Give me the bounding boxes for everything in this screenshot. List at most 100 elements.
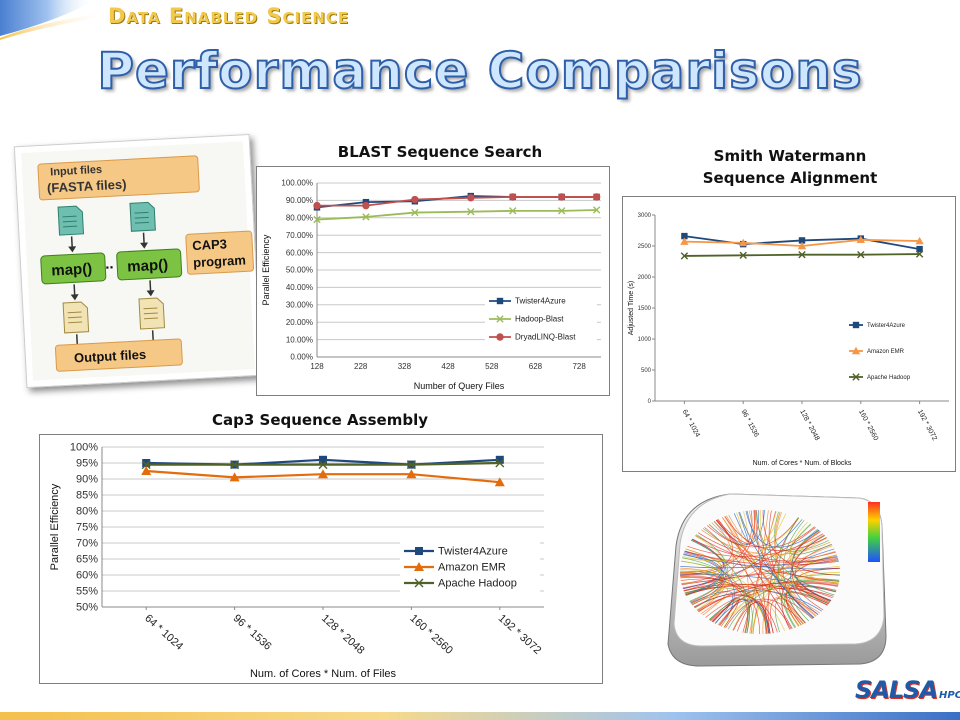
data-point — [915, 250, 924, 258]
data-point — [592, 206, 601, 214]
y-tick-label: 50% — [76, 602, 98, 614]
y-tick-label: 85% — [76, 490, 98, 502]
data-point — [798, 250, 806, 259]
y-tick-label: 20.00% — [286, 318, 313, 327]
network-edge — [716, 519, 806, 624]
network-edge — [723, 554, 837, 628]
y-tick-label: 0.00% — [290, 353, 313, 362]
data-point — [681, 232, 688, 240]
data-point — [557, 207, 566, 215]
network-edge — [791, 535, 825, 611]
y-tick-label: 500 — [641, 368, 652, 374]
data-point — [411, 195, 419, 204]
series-twister4azure — [142, 455, 504, 469]
input-files-label: (FASTA files) — [47, 177, 127, 196]
data-point — [509, 207, 517, 215]
series-hadoop-blast — [313, 206, 601, 224]
data-point — [496, 333, 504, 341]
network-edge — [704, 527, 771, 634]
network-edge — [727, 579, 840, 630]
y-tick-label: 65% — [76, 554, 98, 566]
legend-item: DryadLINQ-Blast — [489, 333, 576, 342]
data-point — [680, 237, 689, 245]
network-edge — [762, 509, 840, 576]
network-edge — [694, 590, 823, 612]
color-scale-bar — [868, 502, 880, 562]
cap3-box — [185, 230, 255, 275]
header-tagline: Data Enabled Science — [108, 4, 350, 28]
network-edge — [782, 520, 810, 622]
data-point — [230, 460, 240, 470]
legend-label: Amazon EMR — [438, 562, 506, 574]
network-edge — [759, 509, 777, 542]
document-icon — [57, 205, 85, 236]
data-point — [467, 208, 475, 216]
data-point — [142, 459, 151, 467]
series-line — [317, 196, 597, 207]
data-point — [229, 472, 240, 482]
legend-item: Twister4Azure — [404, 546, 508, 558]
y-axis-label: Parallel Efficiency — [49, 483, 61, 570]
salsa-logo-sub: HPC — [939, 690, 960, 701]
data-point — [509, 193, 517, 201]
y-tick-label: 60% — [76, 570, 98, 582]
network-edge — [687, 533, 824, 557]
document-icon — [138, 297, 166, 330]
network-edge — [700, 551, 836, 615]
x-tick-label: 128 * 2048 — [798, 409, 820, 442]
ellipsis: .. — [105, 255, 114, 272]
network-edge — [684, 550, 839, 566]
data-point — [319, 455, 327, 464]
network-edge — [708, 509, 760, 546]
cap3-chart-panel: 50% 55% 60% 65% 70% 75% 80% 85% 90% 95% 100% 64 * 1… — [39, 434, 603, 684]
network-edge — [774, 511, 813, 620]
network-edge — [685, 519, 803, 596]
data-point — [739, 251, 747, 259]
y-tick-label: 80.00% — [286, 213, 313, 222]
output-files-box — [54, 338, 183, 372]
cap3-chart: 50% 55% 60% 65% 70% 75% 80% 85% 90% 95% 100% 64 * 1… — [49, 442, 544, 680]
network-edge — [775, 592, 829, 633]
legend-label: Apache Hadoop — [867, 375, 911, 381]
data-point — [141, 460, 151, 470]
x-tick-label: 628 — [529, 362, 543, 371]
network-edge — [697, 521, 734, 612]
y-tick-label: 100% — [70, 442, 98, 454]
x-tick-label: 96 * 1536 — [739, 409, 759, 439]
x-tick-label: 328 — [398, 362, 412, 371]
series-apache-hadoop — [141, 458, 505, 470]
network-edge — [681, 560, 786, 632]
blast-chart-panel: 0.00% 10.00% 20.00% 30.00% 40.00% 50.00% 60.00… — [256, 166, 610, 396]
network-edge — [679, 570, 722, 594]
network-edge — [694, 535, 729, 611]
y-tick-label: 75% — [76, 522, 98, 534]
network-edge — [706, 517, 799, 548]
cap3-label: CAP3 — [192, 236, 227, 253]
network-edge — [752, 534, 824, 634]
document-icon — [62, 301, 90, 334]
network-edge — [785, 583, 838, 627]
y-tick-label: 2500 — [638, 244, 652, 250]
x-tick-label: 192 * 3072 — [916, 409, 938, 442]
network-edges — [679, 509, 841, 635]
network-edge — [695, 535, 839, 584]
data-point — [857, 250, 865, 259]
network-edge — [701, 529, 831, 555]
y-tick-label: 55% — [76, 586, 98, 598]
network-edge — [685, 584, 832, 601]
network-edge — [739, 511, 815, 618]
network-edge — [680, 573, 836, 593]
y-tick-label: 1500 — [638, 306, 652, 312]
legend-item: Twister4Azure — [849, 321, 906, 329]
data-point — [557, 193, 566, 201]
data-point — [414, 562, 424, 571]
network-edge — [717, 519, 815, 548]
network-edge — [722, 517, 804, 625]
legend-label: Twister4Azure — [515, 297, 566, 306]
salsa-logo: SALSA HPC — [855, 676, 960, 704]
network-edge — [691, 538, 839, 563]
x-axis-label: Num. of Cores * Num. of Blocks — [753, 460, 852, 467]
x-tick-label: 192 * 3072 — [496, 612, 544, 657]
cap3-chart-title: Cap3 Sequence Assembly — [212, 411, 428, 429]
data-point — [494, 477, 505, 487]
